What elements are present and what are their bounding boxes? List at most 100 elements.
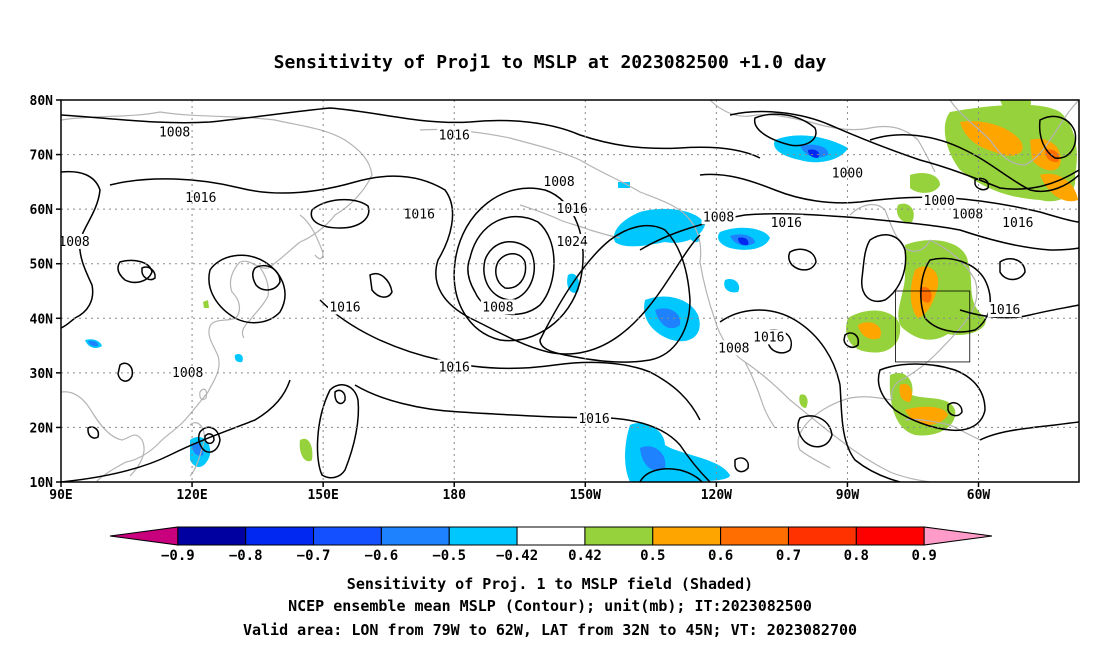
contour-label-bg: [327, 299, 362, 315]
mslp-contour: [787, 248, 817, 271]
contour-label: 1008: [718, 341, 749, 356]
contour-label-bg: [542, 173, 577, 189]
shade-positive: [960, 121, 1023, 156]
caption-line-1: Sensitivity of Proj. 1 to MSLP field (Sh…: [347, 575, 753, 593]
colorbar-tick-label: 0.9: [912, 548, 937, 564]
coastline-baja: [744, 361, 776, 429]
contour-label-bg: [987, 302, 1022, 318]
map-gridlines: [61, 100, 1079, 482]
mslp-contour: [61, 379, 291, 482]
contour-label: 1016: [578, 412, 609, 427]
mslp-contour: [797, 415, 833, 448]
lat-tick-label: 10N: [30, 476, 54, 491]
mslp-contour: [117, 259, 153, 284]
contour-label-bg: [577, 411, 612, 427]
colorbar-tick-label: −0.42: [496, 548, 538, 564]
colorbar-lower-extension: [109, 526, 179, 546]
coastline-alaska: [419, 128, 931, 482]
mslp-contour: [117, 362, 134, 382]
longitude-axis: 90E 120E 150E 180 150W 120W 90W 60W: [49, 482, 990, 503]
mslp-contour: [495, 253, 527, 289]
colorbar-bin: [652, 526, 722, 546]
contour-label: 1016: [753, 330, 784, 345]
lat-tick-label: 60N: [30, 203, 54, 218]
colorbar-bin: [720, 526, 789, 546]
coastline-gulf: [797, 396, 893, 469]
mslp-contour: [204, 433, 215, 445]
mslp-contour: [979, 421, 1079, 441]
mslp-contour: [639, 468, 703, 482]
contour-label-bg: [61, 233, 92, 249]
coastline-asia: [61, 111, 373, 482]
shade-negative: [640, 446, 666, 471]
colorbar-tick-label: −0.5: [432, 548, 466, 564]
colorbar-tick-label: 0.5: [640, 548, 665, 564]
contour-label-bg: [437, 359, 472, 375]
mslp-contour: [843, 332, 860, 348]
mslp-contour: [754, 113, 817, 147]
colorbar: −0.9 −0.8 −0.7 −0.6 −0.5 −0.42 0.42 0.5 0.6 0.7 0.…: [109, 526, 993, 564]
contour-label-bg: [701, 209, 736, 225]
mslp-contour: [61, 170, 101, 329]
mslp-contour: [453, 187, 584, 342]
shade-negative: [618, 182, 630, 188]
colorbar-bin: [516, 526, 586, 546]
coastline-caribbean: [904, 418, 981, 441]
lat-tick-label: 50N: [30, 258, 54, 273]
figure-title: Sensitivity of Proj1 to MSLP at 20230825…: [274, 52, 827, 73]
coastline-philippines: [189, 422, 205, 477]
shade-positive: [899, 383, 912, 402]
shade-negative: [808, 149, 820, 158]
contour-label-bg: [950, 206, 985, 222]
contour-label: 1024: [557, 235, 588, 250]
colorbar-bin: [245, 526, 315, 546]
colorbar-tick-label: −0.8: [229, 548, 263, 564]
valid-area-box: [895, 290, 971, 363]
contour-label: 1008: [482, 300, 513, 315]
mslp-contour: [947, 402, 963, 417]
contour-label-bg: [480, 299, 515, 315]
contour-label: 1000: [924, 194, 955, 209]
colorbar-bin: [584, 526, 654, 546]
colorbar-tick-label: 0.6: [708, 548, 733, 564]
mslp-contour: [319, 299, 701, 421]
shade-positive: [799, 394, 808, 408]
contour-label: 1008: [952, 208, 983, 223]
contour-label: 1016: [439, 360, 470, 375]
colorbar-tick-label: −0.9: [161, 548, 195, 564]
contour-label-bg: [922, 192, 957, 208]
caption-line-3: Valid area: LON from 79W to 62W, LAT fro…: [243, 621, 857, 639]
mslp-contour: [334, 389, 346, 405]
mslp-contour: [483, 241, 535, 301]
mslp-contour: [369, 273, 393, 298]
mslp-contour: [208, 254, 286, 324]
lon-tick-label: 150E: [307, 488, 338, 503]
sensitivity-shading: [85, 100, 1078, 482]
shade-positive: [299, 438, 313, 462]
mslp-contour: [61, 107, 761, 159]
mslp-contour: [861, 234, 907, 302]
lon-tick-label: 120E: [176, 488, 207, 503]
shade-negative: [234, 353, 243, 363]
colorbar-tick-label: 0.7: [776, 548, 801, 564]
lat-tick-label: 30N: [30, 367, 54, 382]
contour-label-bg: [402, 206, 437, 222]
mslp-contour: [869, 134, 1079, 192]
contour-label: 1008: [703, 210, 734, 225]
contour-label: 1016: [439, 128, 470, 143]
colorbar-tick-label: 0.8: [844, 548, 869, 564]
contour-label: 1016: [771, 216, 802, 231]
lat-tick-label: 80N: [30, 94, 54, 109]
contour-label-bg: [183, 190, 218, 206]
colorbar-bin: [448, 526, 518, 546]
mslp-contour: [141, 266, 156, 281]
coastline-greenland: [949, 100, 1079, 166]
coastline-us-east: [890, 239, 978, 401]
coastline-japan: [241, 264, 269, 339]
contour-label: 1008: [543, 175, 574, 190]
mslp-contour: [974, 177, 990, 191]
map-frame: [60, 99, 1080, 483]
latitude-axis: 80N 70N 60N 50N 40N 30N 20N 10N: [30, 94, 61, 491]
